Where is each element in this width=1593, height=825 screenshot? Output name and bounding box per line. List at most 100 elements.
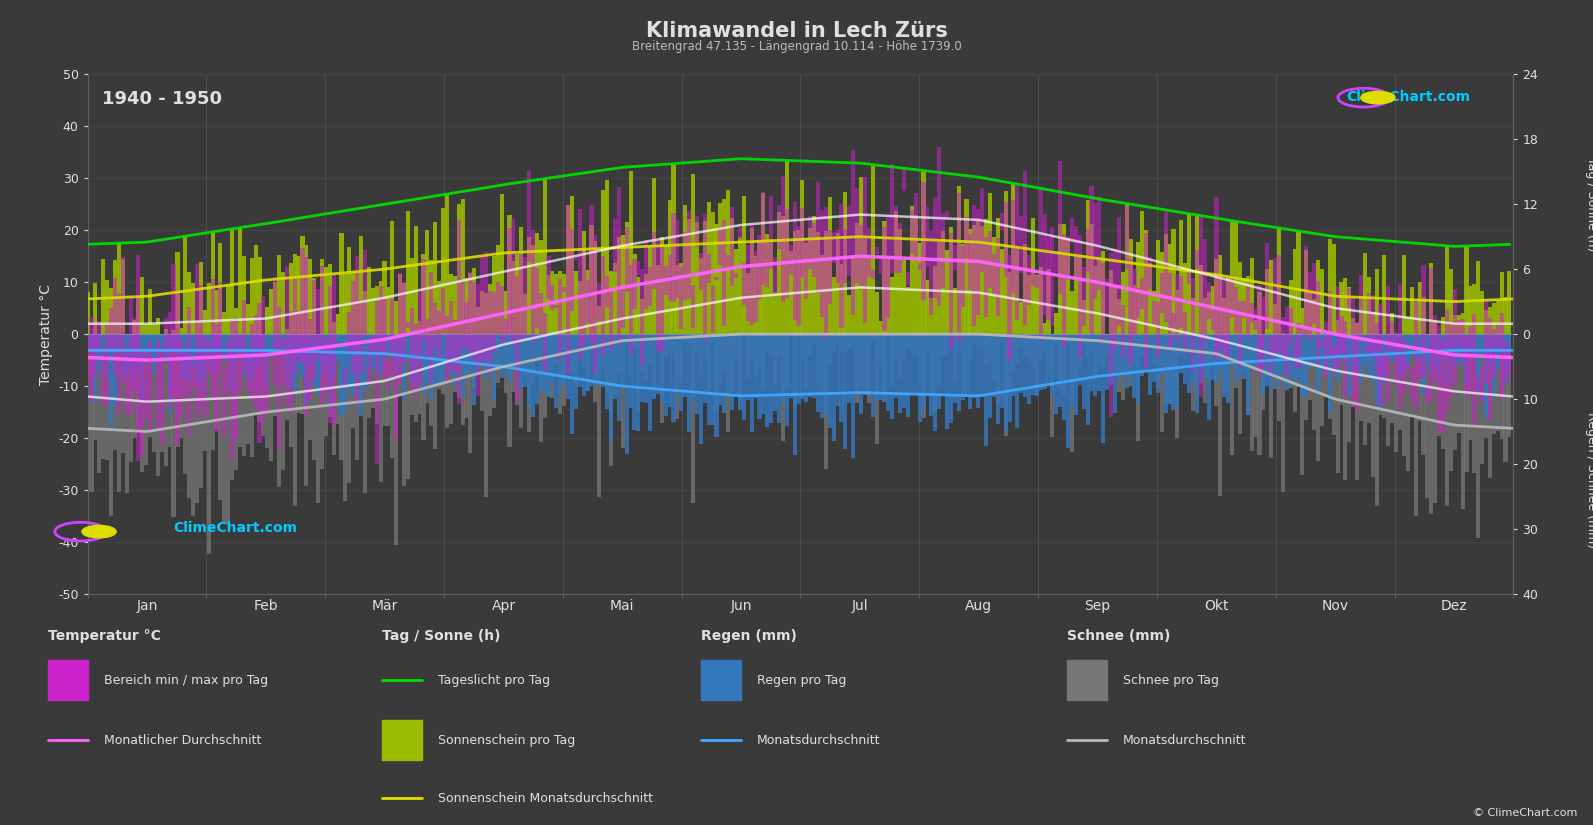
Bar [1270,335,1273,374]
Bar [859,334,863,414]
Bar [941,213,945,289]
Bar [1125,205,1129,269]
Bar [769,196,773,269]
Bar [266,353,269,411]
Bar [1243,334,1246,371]
Bar [972,334,977,345]
Bar [1243,301,1246,318]
Bar [890,334,894,419]
Bar [293,334,296,393]
Bar [672,334,675,353]
Bar [350,271,355,334]
Bar [1351,297,1356,405]
Bar [218,334,223,500]
Bar [194,334,199,502]
Bar [1012,183,1015,334]
Bar [1448,334,1453,471]
Bar [980,334,984,348]
Bar [1031,334,1035,370]
Bar [1070,334,1074,405]
Bar [358,334,363,409]
Bar [398,334,401,363]
Bar [382,334,387,361]
Bar [223,313,226,334]
Bar [1149,263,1152,334]
Bar [1101,263,1106,343]
Bar [624,334,629,342]
Bar [406,334,409,359]
Bar [151,324,156,334]
Bar [339,342,344,344]
Bar [1327,334,1332,413]
Bar [94,334,97,440]
Bar [953,334,957,403]
Bar [468,334,473,371]
Bar [1348,287,1351,334]
Bar [1324,334,1329,370]
Bar [323,266,328,334]
Bar [159,346,164,445]
Bar [210,232,215,334]
Bar [1327,291,1332,359]
Bar [151,334,156,452]
Bar [1316,334,1321,461]
Bar [253,244,258,334]
Bar [132,318,137,393]
Bar [1035,276,1039,288]
Bar [508,228,511,335]
Bar [730,334,734,410]
Bar [1297,323,1300,368]
Bar [1082,300,1086,334]
Bar [48,660,88,700]
Bar [137,256,140,460]
Bar [926,334,929,395]
Bar [1270,334,1273,458]
Bar [1042,323,1047,334]
Bar [695,222,699,334]
Bar [1402,334,1407,375]
Bar [449,300,452,370]
Bar [1023,243,1027,334]
Bar [1386,334,1391,360]
Bar [793,231,796,334]
Bar [722,334,726,370]
Bar [237,334,242,356]
Bar [339,334,344,417]
Bar [1292,334,1297,412]
Bar [1332,346,1335,375]
Bar [1063,334,1066,396]
Bar [683,205,687,334]
Bar [116,334,121,354]
Bar [479,257,484,364]
Bar [234,334,237,362]
Circle shape [1360,92,1395,104]
Bar [312,280,317,380]
Bar [1367,294,1372,357]
Bar [1281,334,1286,492]
Bar [687,210,691,298]
Bar [656,266,660,334]
Bar [789,334,793,398]
Bar [961,334,965,395]
Bar [250,334,253,382]
Bar [210,279,215,399]
Bar [812,215,816,334]
Bar [636,262,640,275]
Bar [1332,334,1335,374]
Bar [793,334,796,408]
Bar [315,334,320,394]
Bar [1249,334,1254,365]
Bar [183,350,188,397]
Bar [191,283,194,334]
Bar [1281,334,1286,374]
Bar [632,334,637,350]
Bar [113,334,116,450]
Bar [1313,299,1316,334]
Bar [718,334,723,405]
Bar [1125,334,1129,389]
Bar [199,334,202,393]
Bar [1305,246,1308,337]
Bar [468,272,473,355]
Bar [1265,269,1270,334]
Bar [1383,255,1386,334]
